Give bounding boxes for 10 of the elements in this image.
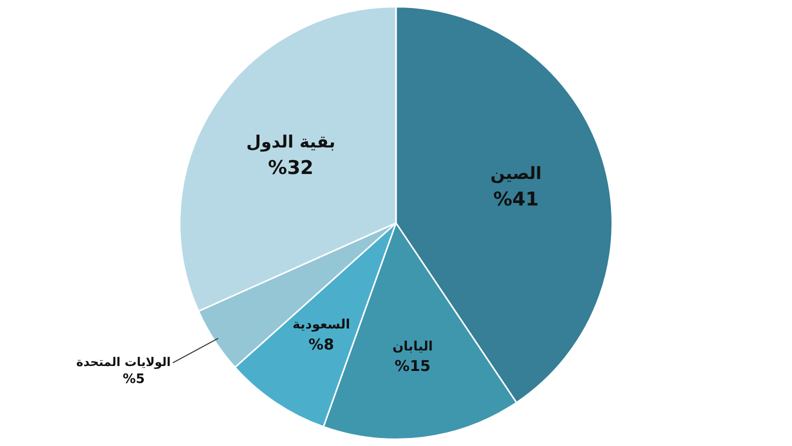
data-label: %41	[493, 188, 539, 211]
slice-label: اليابان	[392, 339, 433, 354]
slice-label: بقية الدول	[246, 132, 336, 152]
data-label: %32	[268, 156, 314, 179]
slice-label: الولايات المتحدة	[76, 354, 171, 369]
data-label: %8	[308, 335, 334, 354]
slice-label: الصين	[490, 164, 542, 184]
data-label: %15	[394, 357, 431, 376]
data-label: %5	[122, 372, 145, 388]
slice-label: السعودية	[292, 318, 350, 333]
